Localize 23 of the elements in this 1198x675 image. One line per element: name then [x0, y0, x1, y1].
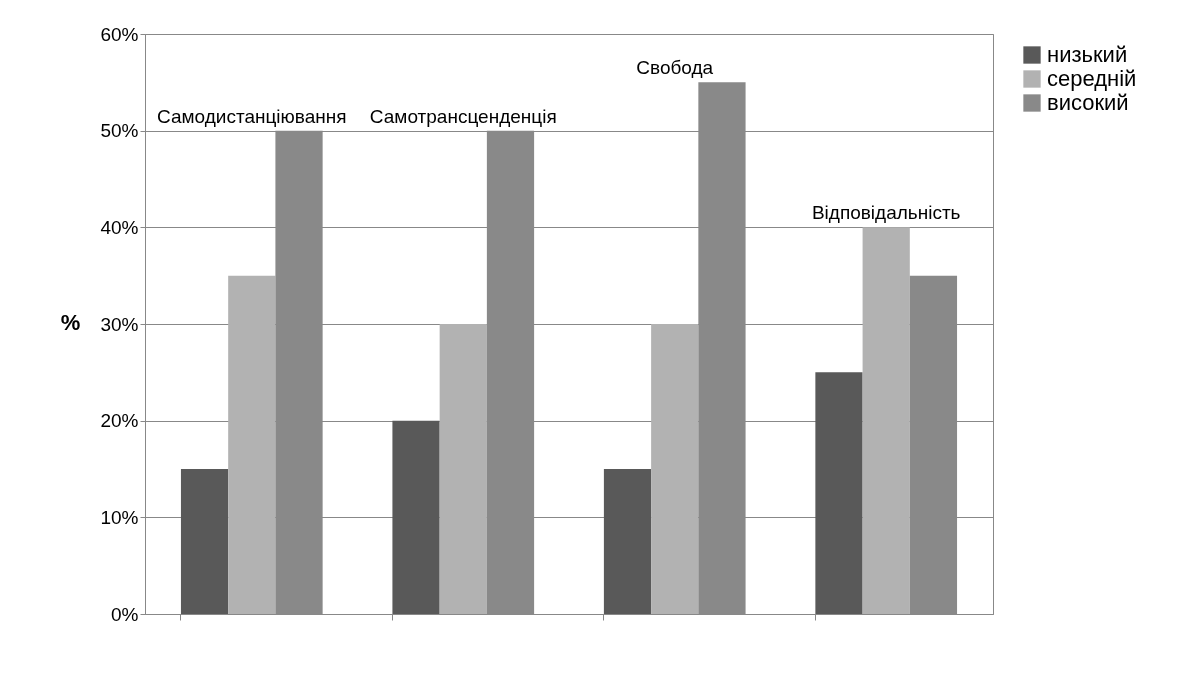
y-axis-title: % — [60, 309, 81, 335]
bar — [603, 469, 652, 614]
bar — [392, 420, 440, 614]
y-tick-label: 30% — [100, 313, 139, 335]
y-tick-label: 60% — [100, 23, 139, 45]
x-tick-label: Самотрансценденція — [369, 105, 557, 127]
x-tick-label: Відповідальність — [811, 202, 961, 224]
bar — [815, 372, 863, 614]
legend-label: низький — [1047, 42, 1128, 67]
legend-label: високий — [1047, 90, 1129, 115]
x-tick-label: Самодистанціювання — [157, 105, 347, 127]
y-tick-label: 10% — [100, 506, 139, 528]
bar — [862, 227, 910, 614]
x-tick-label: Свобода — [636, 57, 714, 79]
bar — [228, 275, 276, 614]
y-tick-label: 20% — [100, 410, 139, 432]
y-tick-label: 40% — [100, 216, 139, 238]
bar — [180, 469, 229, 614]
legend-label: середній — [1047, 66, 1137, 91]
y-tick-label: 0% — [111, 603, 139, 625]
bar — [439, 324, 487, 614]
y-tick-label: 50% — [100, 120, 139, 142]
bar — [651, 324, 699, 614]
